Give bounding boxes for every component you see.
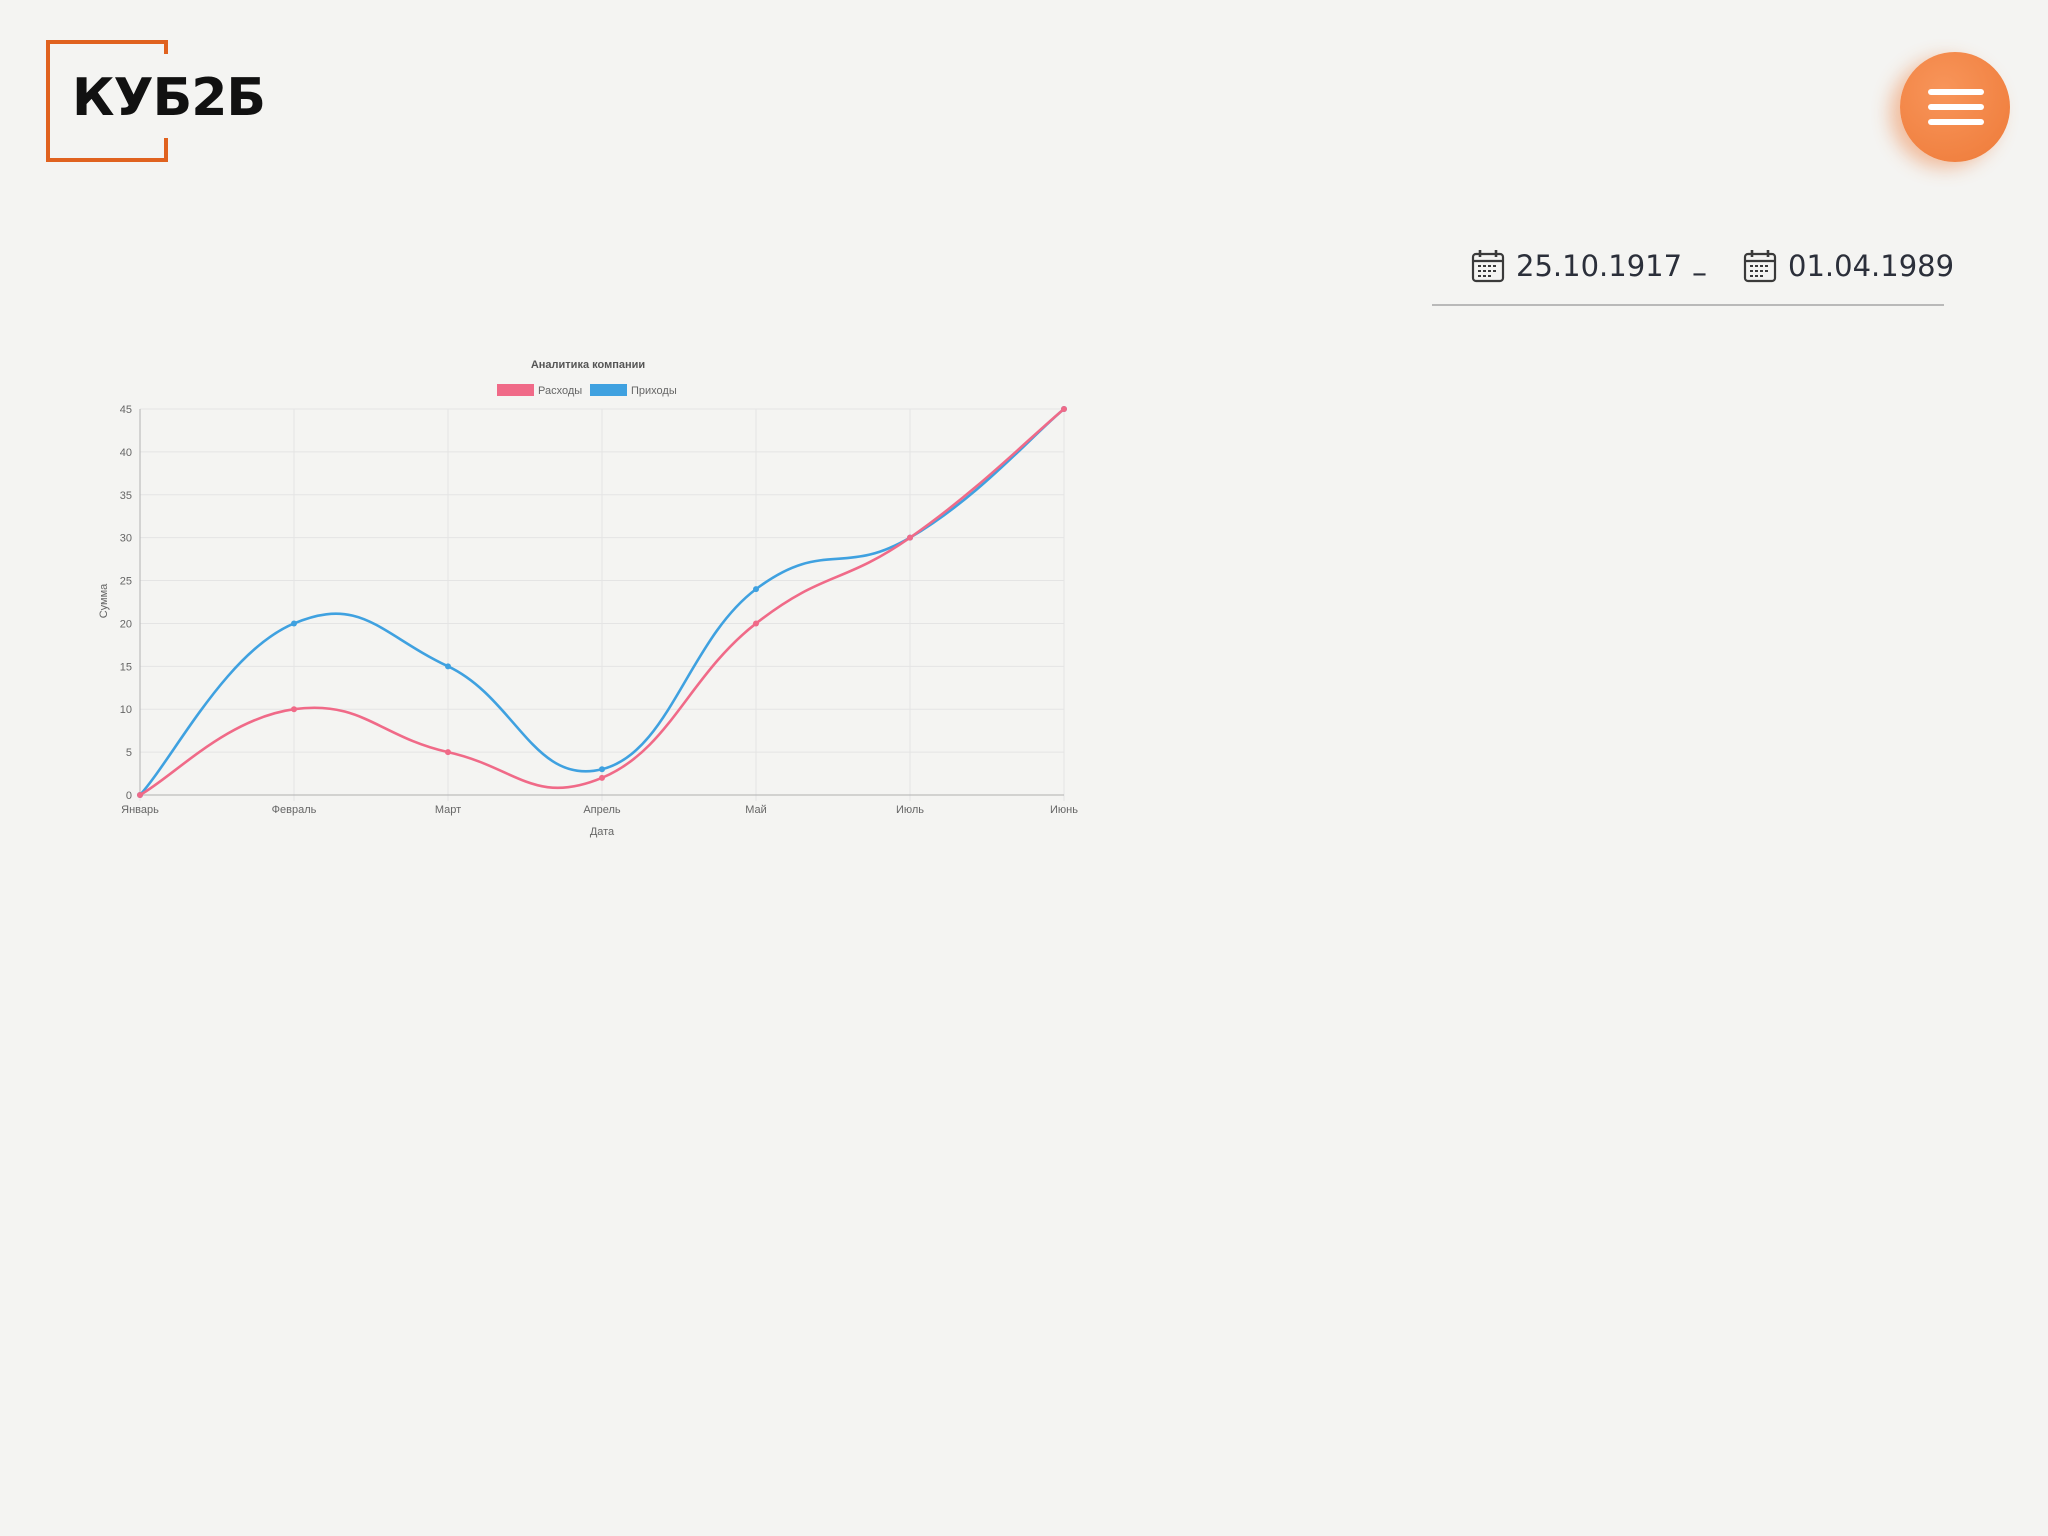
y-tick-label: 45 bbox=[120, 404, 132, 416]
y-axis-label: Сумма bbox=[98, 583, 110, 618]
legend-swatch bbox=[497, 384, 534, 396]
chart-series bbox=[137, 406, 1067, 798]
logo-frame bbox=[46, 40, 172, 162]
x-axis: Январь Февраль Март Апрель Май Июль Июнь bbox=[121, 804, 1078, 816]
y-axis: 0 5 10 15 20 25 30 35 40 45 bbox=[120, 404, 132, 802]
data-point[interactable] bbox=[599, 774, 605, 781]
x-tick-label: Июнь bbox=[1050, 804, 1078, 816]
logo-text: КУБ2Б bbox=[72, 68, 266, 128]
data-point[interactable] bbox=[445, 663, 451, 670]
y-tick-label: 25 bbox=[120, 576, 132, 588]
x-tick-label: Март bbox=[435, 804, 461, 816]
y-tick-label: 0 bbox=[126, 790, 132, 802]
y-tick-label: 15 bbox=[120, 661, 132, 673]
x-tick-label: Апрель bbox=[583, 804, 621, 816]
hamburger-menu-icon bbox=[1928, 104, 1984, 110]
calendar-icon bbox=[1743, 250, 1777, 283]
data-point[interactable] bbox=[1061, 406, 1067, 412]
x-axis-label: Дата bbox=[590, 826, 615, 838]
chart-title: Аналитика компании bbox=[531, 359, 645, 371]
y-tick-label: 5 bbox=[126, 747, 132, 759]
start-date-picker[interactable]: 25.10.1917 bbox=[1470, 248, 1682, 284]
data-point[interactable] bbox=[445, 749, 451, 756]
x-tick-label: Май bbox=[745, 804, 767, 816]
hamburger-menu-icon bbox=[1928, 119, 1984, 125]
date-range: 25.10.1917 – 01.04.1989 bbox=[1432, 240, 1954, 306]
data-point[interactable] bbox=[753, 586, 759, 593]
legend-label: Расходы bbox=[538, 385, 582, 397]
date-separator: – bbox=[1692, 256, 1707, 291]
start-date-value: 25.10.1917 bbox=[1516, 249, 1683, 283]
y-tick-label: 35 bbox=[120, 490, 132, 502]
data-point[interactable] bbox=[291, 706, 297, 713]
end-date-value: 01.04.1989 bbox=[1788, 249, 1955, 283]
x-tick-label: Январь bbox=[121, 804, 159, 816]
data-point[interactable] bbox=[291, 620, 297, 627]
chart-grid bbox=[139, 408, 1065, 801]
end-date-picker[interactable]: 01.04.1989 bbox=[1742, 248, 1954, 284]
chart-svg: Аналитика компании Расходы Приходы 0 5 10 15… bbox=[98, 359, 1078, 838]
logo[interactable]: КУБ2Б bbox=[46, 40, 266, 162]
y-tick-label: 10 bbox=[120, 704, 132, 716]
menu-button[interactable] bbox=[1900, 52, 2010, 162]
y-tick-label: 30 bbox=[120, 533, 132, 545]
x-tick-label: Июль bbox=[896, 804, 924, 816]
legend-label: Приходы bbox=[631, 385, 677, 397]
data-point[interactable] bbox=[753, 620, 759, 627]
y-tick-label: 20 bbox=[120, 618, 132, 630]
chart-legend: Расходы Приходы bbox=[497, 384, 677, 397]
data-point[interactable] bbox=[907, 534, 913, 541]
y-tick-label: 40 bbox=[120, 447, 132, 459]
legend-swatch bbox=[590, 384, 627, 396]
data-point[interactable] bbox=[137, 792, 143, 798]
analytics-chart: Аналитика компании Расходы Приходы 0 5 10 15… bbox=[90, 345, 1090, 845]
data-point[interactable] bbox=[599, 766, 605, 773]
x-tick-label: Февраль bbox=[272, 804, 317, 816]
hamburger-menu-icon bbox=[1928, 89, 1984, 95]
calendar-icon bbox=[1471, 250, 1505, 283]
